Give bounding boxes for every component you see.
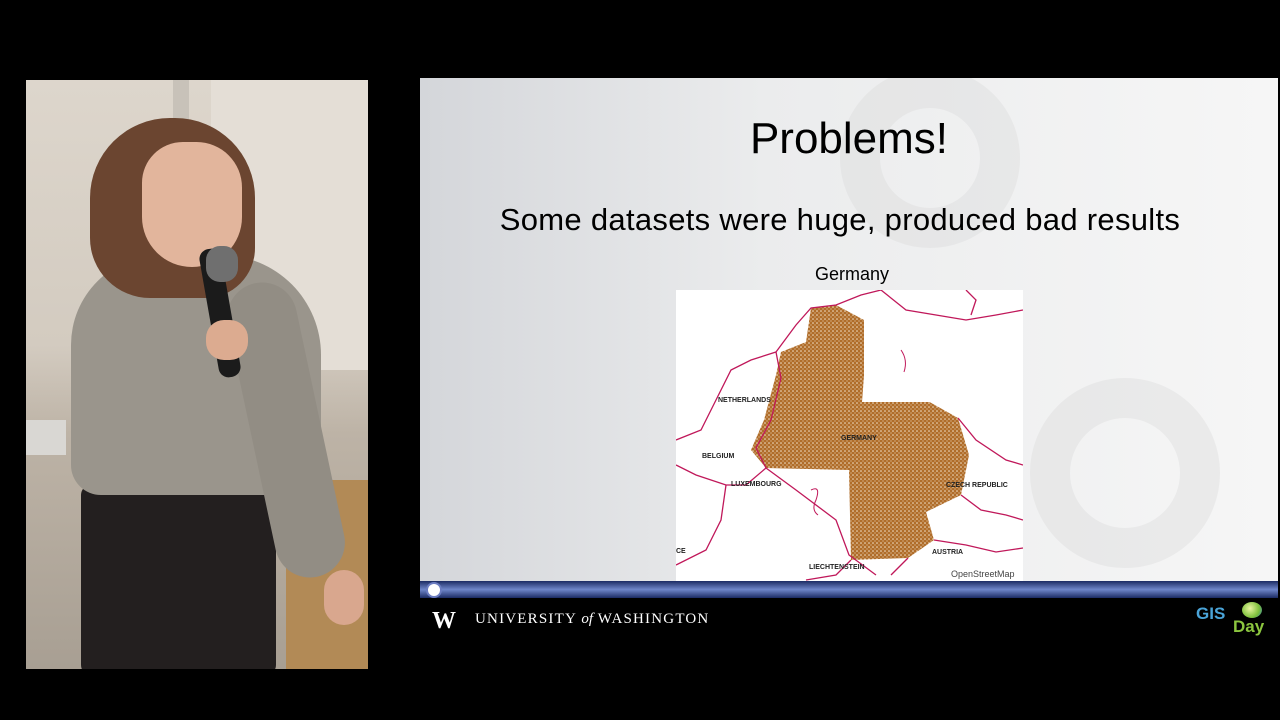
dataset-fill bbox=[751, 305, 969, 560]
university-of: of bbox=[581, 611, 594, 627]
speaker-legs bbox=[81, 485, 276, 669]
slide-footer bbox=[420, 598, 1278, 640]
uw-logo-mark: W bbox=[432, 608, 456, 634]
country-borders bbox=[676, 290, 1023, 581]
globe-icon bbox=[1242, 602, 1262, 618]
university-prefix: UNIVERSITY bbox=[475, 611, 577, 627]
desk bbox=[26, 420, 66, 455]
map-label-netherlands: NETHERLANDS bbox=[718, 397, 771, 404]
map-label-luxembourg: LUXEMBOURG bbox=[731, 481, 782, 488]
map-label-czech-republic: CZECH REPUBLIC bbox=[946, 482, 1008, 489]
slide-subtitle: Some datasets were huge, produced bad re… bbox=[499, 202, 1181, 237]
progress-knob[interactable] bbox=[426, 582, 442, 598]
map-label-belgium: BELGIUM bbox=[702, 453, 735, 460]
presentation-slide: Problems! Some datasets were huge, produ… bbox=[420, 78, 1278, 581]
progress-bar[interactable] bbox=[420, 581, 1278, 598]
missing-tile bbox=[864, 320, 964, 402]
map-label-austria: AUSTRIA bbox=[932, 549, 964, 556]
map-attribution: OpenStreetMap bbox=[951, 569, 1015, 579]
river bbox=[810, 488, 819, 516]
map-graphic bbox=[676, 290, 1023, 581]
background-watermark bbox=[1030, 378, 1220, 568]
university-name: UNIVERSITY of WASHINGTON bbox=[475, 611, 709, 628]
river bbox=[900, 349, 906, 373]
microphone-head bbox=[206, 246, 238, 282]
speaker-hand bbox=[206, 320, 248, 360]
gis-day-logo: GIS Day bbox=[1196, 602, 1270, 638]
map-caption: Germany bbox=[814, 264, 890, 284]
slide-title: Problems! bbox=[749, 114, 949, 163]
gis-logo-text: GIS bbox=[1196, 604, 1226, 623]
speaker-hand-left bbox=[324, 570, 364, 625]
day-logo-text: Day bbox=[1233, 617, 1265, 636]
missing-tile bbox=[756, 470, 849, 580]
university-suffix: WASHINGTON bbox=[597, 611, 710, 627]
germany-map: NETHERLANDS GERMANY BELGIUM LUXEMBOURG C… bbox=[676, 290, 1023, 581]
map-label-france: CE bbox=[676, 548, 686, 555]
map-label-liechtenstein: LIECHTENSTEIN bbox=[809, 564, 865, 571]
map-label-germany: GERMANY bbox=[841, 435, 877, 442]
speaker-video bbox=[26, 80, 368, 669]
